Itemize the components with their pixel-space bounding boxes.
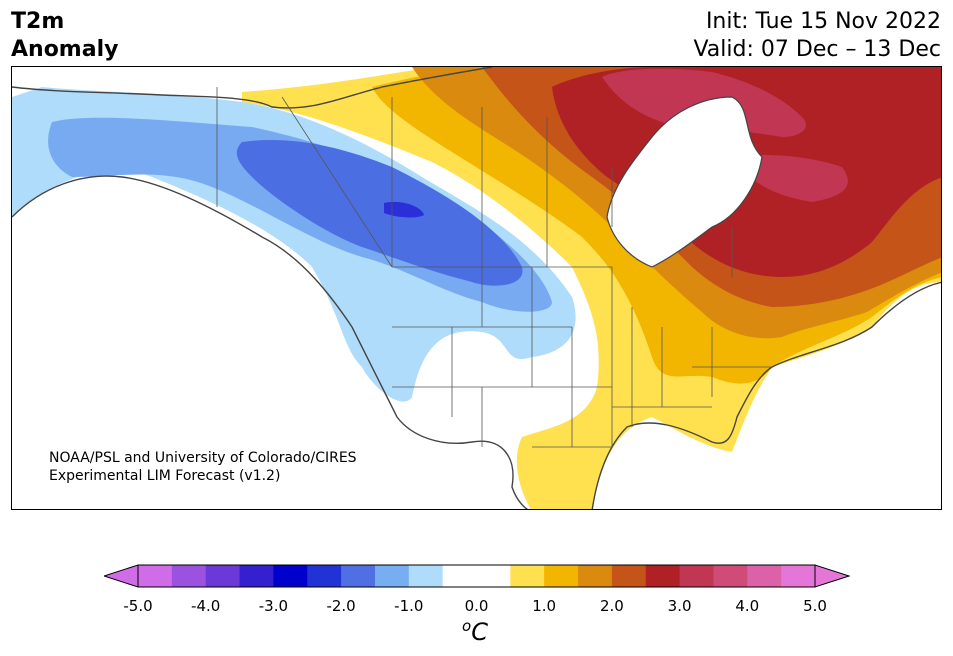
colorbar-cell — [713, 565, 748, 587]
canada-provincial-borders — [216, 87, 733, 277]
state-borders — [392, 266, 772, 448]
colorbar-cell — [611, 565, 647, 587]
colorbar-cell — [138, 565, 173, 587]
anomaly-map — [11, 66, 942, 510]
colorbar-tick-label: 5.0 — [803, 597, 827, 615]
colorbar-cell — [171, 565, 207, 587]
title-line-2: Anomaly — [11, 37, 119, 62]
colorbar-cell — [307, 565, 342, 587]
forecast-dates: Init: Tue 15 Nov 2022 Valid: 07 Dec – 13… — [693, 8, 941, 64]
colorbar-cell — [205, 565, 241, 587]
colorbar-tick-label: -4.0 — [191, 597, 221, 615]
colorbar-cell — [273, 565, 308, 587]
colorbar-cell — [578, 565, 613, 587]
colorbar-cell — [679, 565, 714, 587]
colorbar-tick-label: -5.0 — [123, 597, 153, 615]
colorbar-cell — [510, 565, 545, 587]
unit-base: C — [471, 618, 488, 646]
map-credit: NOAA/PSL and University of Colorado/CIRE… — [49, 449, 357, 485]
colorbar-tick-label: 0.0 — [464, 597, 489, 615]
colorbar-cell — [442, 565, 477, 587]
cold-anomaly-3c — [236, 139, 523, 286]
colorbar-tick-label: 1.0 — [532, 597, 557, 615]
colorbar-tick-label: -2.0 — [326, 597, 356, 615]
colorbar-outline — [137, 564, 816, 588]
colorbar-unit: oC — [462, 617, 488, 646]
colorbar-cell — [341, 565, 376, 587]
title-line-1: T2m — [11, 9, 65, 34]
colorbar-cell — [747, 565, 782, 587]
unit-superscript: o — [462, 617, 472, 635]
colorbar-cell — [544, 565, 579, 587]
colorbar-tick-label: 4.0 — [735, 597, 760, 615]
colorbar-cell — [239, 565, 274, 587]
colorbar-cell — [781, 565, 816, 587]
valid-dates: Valid: 07 Dec – 13 Dec — [693, 37, 941, 62]
colorbar-under-arrow — [104, 564, 139, 588]
credit-line-2: Experimental LIM Forecast (v1.2) — [49, 468, 281, 484]
coastline — [12, 67, 941, 509]
colorbar-cell — [645, 565, 681, 587]
map-title: T2m Anomaly — [11, 8, 118, 64]
cold-anomaly-4c — [384, 201, 424, 218]
colorbar — [104, 564, 850, 588]
colorbar-cell — [374, 565, 410, 587]
warm-anomaly-6c — [602, 68, 848, 202]
credit-line-1: NOAA/PSL and University of Colorado/CIRE… — [49, 450, 357, 466]
colorbar-tick-label: -3.0 — [258, 597, 289, 615]
init-date: Init: Tue 15 Nov 2022 — [705, 9, 941, 34]
colorbar-tick-label: 2.0 — [599, 597, 624, 615]
colorbar-cells — [138, 565, 816, 587]
colorbar-cell — [408, 565, 444, 587]
colorbar-tick-label: 3.0 — [667, 597, 692, 615]
map-svg — [12, 67, 941, 509]
hudson-bay — [606, 96, 763, 268]
colorbar-over-arrow — [814, 564, 850, 588]
colorbar-cell — [476, 565, 511, 587]
colorbar-tick-label: -1.0 — [394, 597, 424, 615]
